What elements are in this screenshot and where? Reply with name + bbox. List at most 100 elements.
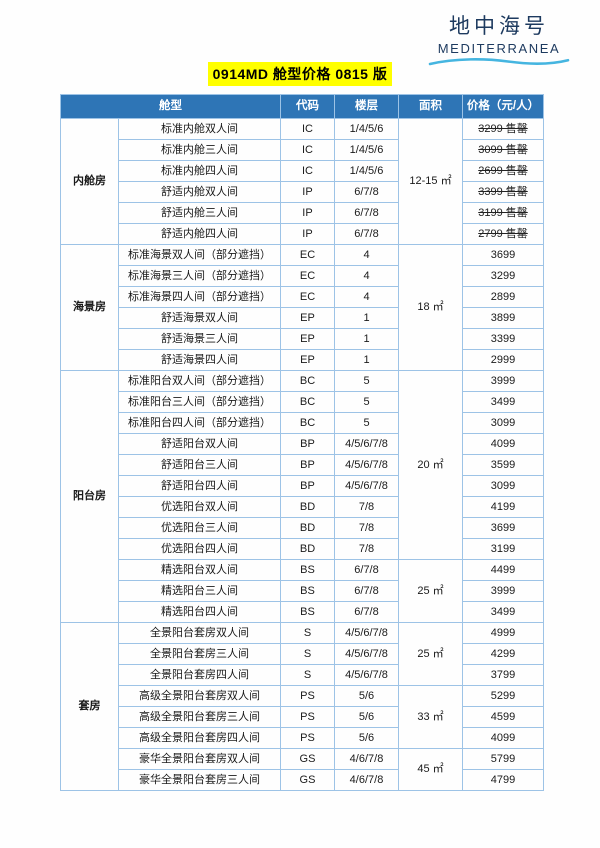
price-table: 舱型 代码 楼层 面积 价格（元/人） 内舱房 标准内舱双人间 IC 1/4/5/6 1… bbox=[60, 94, 544, 791]
table-row: 标准阳台三人间（部分遮挡） BC 5 3499 bbox=[61, 391, 544, 413]
price-cell: 5799 bbox=[462, 748, 544, 770]
table-row: 标准海景四人间（部分遮挡） EC 4 2899 bbox=[61, 286, 544, 308]
table-row: 舒适海景双人间 EP 1 3899 bbox=[61, 307, 544, 329]
room-name-cell: 舒适阳台四人间 bbox=[118, 475, 281, 497]
room-name-cell: 舒适内舱双人间 bbox=[118, 181, 281, 203]
brand-name-chinese: 地中海号 bbox=[449, 15, 549, 38]
floor-cell: 1 bbox=[334, 328, 399, 350]
price-cell: 4599 bbox=[462, 706, 544, 728]
room-name-cell: 标准内舱三人间 bbox=[118, 139, 281, 161]
floor-cell: 6/7/8 bbox=[334, 181, 399, 203]
code-cell: IC bbox=[280, 118, 335, 140]
floor-cell: 1/4/5/6 bbox=[334, 118, 399, 140]
code-cell: BP bbox=[280, 454, 335, 476]
table-row: 舒适内舱三人间 IP 6/7/8 3199 售罄 bbox=[61, 202, 544, 224]
code-cell: S bbox=[280, 643, 335, 665]
price-cell: 4099 bbox=[462, 433, 544, 455]
price-cell: 5299 bbox=[462, 685, 544, 707]
price-cell: 2999 bbox=[462, 349, 544, 371]
table-row: 舒适海景四人间 EP 1 2999 bbox=[61, 349, 544, 371]
room-name-cell: 舒适阳台双人间 bbox=[118, 433, 281, 455]
floor-cell: 6/7/8 bbox=[334, 223, 399, 245]
table-row: 标准阳台四人间（部分遮挡） BC 5 3099 bbox=[61, 412, 544, 434]
table-row: 优选阳台四人间 BD 7/8 3199 bbox=[61, 538, 544, 560]
table-row: 标准内舱四人间 IC 1/4/5/6 2699 售罄 bbox=[61, 160, 544, 182]
code-cell: BD bbox=[280, 496, 335, 518]
brand-logo: 地中海号 MEDITERRANEA bbox=[424, 10, 574, 69]
price-cell: 4299 bbox=[462, 643, 544, 665]
brand-name-english: MEDITERRANEA bbox=[437, 41, 561, 56]
room-name-cell: 标准阳台三人间（部分遮挡） bbox=[118, 391, 281, 413]
price-cell: 3599 bbox=[462, 454, 544, 476]
table-row: 精选阳台四人间 BS 6/7/8 3499 bbox=[61, 601, 544, 623]
table-row: 阳台房 标准阳台双人间（部分遮挡） BC 5 20 ㎡ 3999 bbox=[60, 370, 544, 623]
room-name-cell: 舒适阳台三人间 bbox=[118, 454, 281, 476]
room-name-cell: 全景阳台套房四人间 bbox=[118, 664, 281, 686]
room-name-cell: 高级全景阳台套房四人间 bbox=[118, 727, 281, 749]
table-header-row: 舱型 代码 楼层 面积 价格（元/人） bbox=[60, 94, 544, 119]
floor-cell: 6/7/8 bbox=[334, 601, 399, 623]
floor-cell: 1 bbox=[334, 307, 399, 329]
title-row: 0914MD 舱型价格 0815 版 bbox=[0, 0, 600, 86]
price-cell: 2899 bbox=[462, 286, 544, 308]
table-row: 舒适内舱双人间 IP 6/7/8 3399 售罄 bbox=[61, 181, 544, 203]
floor-cell: 4/5/6/7/8 bbox=[334, 643, 399, 665]
room-name-cell: 精选阳台双人间 bbox=[118, 559, 281, 581]
floor-cell: 6/7/8 bbox=[334, 202, 399, 224]
floor-cell: 5 bbox=[334, 391, 399, 413]
price-cell: 3099 bbox=[462, 475, 544, 497]
code-cell: BP bbox=[280, 475, 335, 497]
price-cell: 4799 bbox=[462, 769, 544, 791]
floor-cell: 7/8 bbox=[334, 517, 399, 539]
room-name-cell: 高级全景阳台套房三人间 bbox=[118, 706, 281, 728]
code-cell: BD bbox=[280, 538, 335, 560]
table-row: 优选阳台三人间 BD 7/8 3699 bbox=[61, 517, 544, 539]
room-name-cell: 标准海景三人间（部分遮挡） bbox=[118, 265, 281, 287]
code-cell: PS bbox=[280, 706, 335, 728]
area-cell: 18 ㎡ bbox=[398, 244, 463, 371]
code-cell: GS bbox=[280, 769, 335, 791]
price-cell: 3199 bbox=[462, 538, 544, 560]
floor-cell: 6/7/8 bbox=[334, 559, 399, 581]
floor-cell: 4/6/7/8 bbox=[334, 748, 399, 770]
code-cell: EP bbox=[280, 328, 335, 350]
cabin-group-label: 套房 bbox=[60, 622, 119, 791]
area-cell: 25 ㎡ bbox=[398, 622, 463, 686]
code-cell: BP bbox=[280, 433, 335, 455]
floor-cell: 7/8 bbox=[334, 538, 399, 560]
room-name-cell: 标准内舱双人间 bbox=[118, 118, 281, 140]
room-name-cell: 优选阳台四人间 bbox=[118, 538, 281, 560]
table-row: 内舱房 标准内舱双人间 IC 1/4/5/6 12-15 ㎡ 3299 售罄 bbox=[60, 118, 544, 245]
cabin-group-label: 海景房 bbox=[60, 244, 119, 371]
price-cell: 3099 bbox=[462, 412, 544, 434]
code-cell: IP bbox=[280, 181, 335, 203]
table-row: 高级全景阳台套房四人间 PS 5/6 4099 bbox=[61, 727, 544, 749]
price-cell: 3699 bbox=[462, 517, 544, 539]
table-row: 舒适阳台三人间 BP 4/5/6/7/8 3599 bbox=[61, 454, 544, 476]
room-name-cell: 舒适内舱三人间 bbox=[118, 202, 281, 224]
header-code: 代码 bbox=[280, 94, 335, 119]
price-cell: 3299 bbox=[462, 265, 544, 287]
room-name-cell: 标准海景双人间（部分遮挡） bbox=[118, 244, 281, 266]
code-cell: IC bbox=[280, 139, 335, 161]
code-cell: BS bbox=[280, 580, 335, 602]
room-name-cell: 舒适海景四人间 bbox=[118, 349, 281, 371]
wave-icon bbox=[428, 58, 570, 66]
floor-cell: 4 bbox=[334, 265, 399, 287]
floor-cell: 7/8 bbox=[334, 496, 399, 518]
area-cell: 33 ㎡ bbox=[398, 685, 463, 749]
code-cell: BC bbox=[280, 370, 335, 392]
floor-cell: 1 bbox=[334, 349, 399, 371]
floor-cell: 6/7/8 bbox=[334, 580, 399, 602]
price-cell: 3399 售罄 bbox=[462, 181, 544, 203]
room-name-cell: 舒适内舱四人间 bbox=[118, 223, 281, 245]
room-name-cell: 豪华全景阳台套房双人间 bbox=[118, 748, 281, 770]
floor-cell: 5 bbox=[334, 412, 399, 434]
floor-cell: 4/5/6/7/8 bbox=[334, 475, 399, 497]
floor-cell: 4/5/6/7/8 bbox=[334, 454, 399, 476]
room-name-cell: 标准阳台四人间（部分遮挡） bbox=[118, 412, 281, 434]
area-cell: 45 ㎡ bbox=[398, 748, 463, 791]
floor-cell: 5 bbox=[334, 370, 399, 392]
table-row: 舒适内舱四人间 IP 6/7/8 2799 售罄 bbox=[61, 223, 544, 245]
